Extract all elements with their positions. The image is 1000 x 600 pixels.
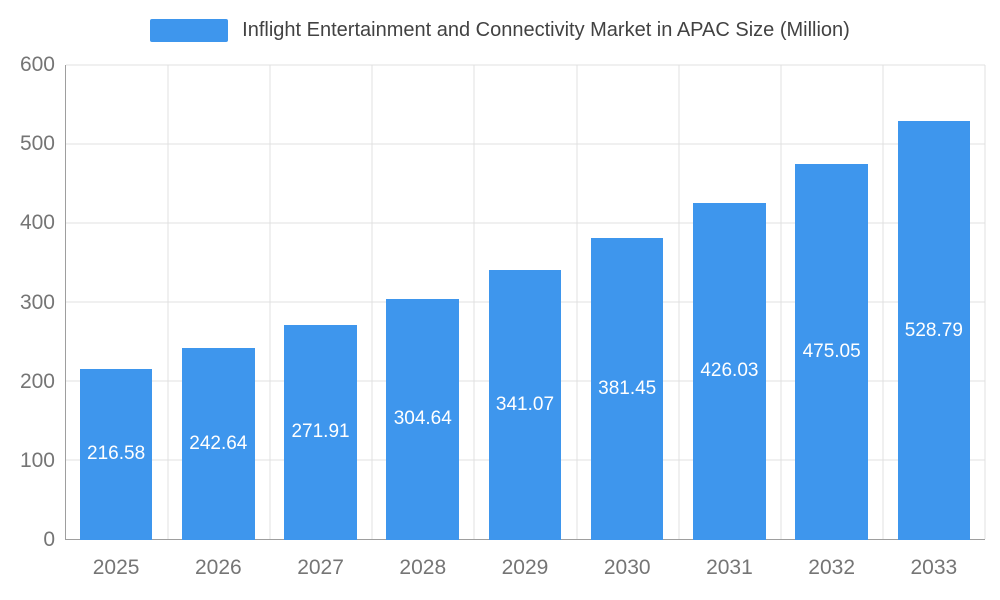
v-gridline <box>473 65 475 539</box>
bar-slot: 528.79 <box>883 65 985 540</box>
v-gridline <box>984 65 986 539</box>
legend: Inflight Entertainment and Connectivity … <box>0 0 1000 52</box>
y-tick-label: 200 <box>19 369 55 393</box>
y-tick-label: 400 <box>19 211 55 235</box>
y-tick-label: 600 <box>19 53 55 76</box>
v-gridline <box>167 65 169 539</box>
y-tick-label: 0 <box>43 528 55 551</box>
bar-slot: 426.03 <box>678 65 780 540</box>
bar-2033: 528.79 <box>897 121 971 540</box>
legend-swatch <box>150 18 229 42</box>
y-tick-label: 500 <box>19 132 55 156</box>
bar-2028: 304.64 <box>386 298 460 540</box>
bar-2032: 475.05 <box>795 163 868 540</box>
bars: 216.58 242.64 271.91 304.64 341.07 381.45 426.… <box>65 65 985 540</box>
bar-slot: 216.58 <box>65 65 167 540</box>
v-gridline <box>678 65 680 539</box>
x-tick-label: 2030 <box>603 556 651 579</box>
x-tick-label: 2028 <box>399 556 447 579</box>
h-gridline <box>66 64 985 66</box>
bar-value-label: 528.79 <box>904 319 963 341</box>
x-tick-label: 2033 <box>910 556 958 579</box>
x-tick-label: 2027 <box>297 556 344 579</box>
bar-value-label: 426.03 <box>700 360 759 382</box>
bar-value-label: 242.64 <box>189 432 248 454</box>
v-gridline <box>371 65 373 539</box>
v-gridline <box>576 65 578 539</box>
y-axis: 0 100 200 300 400 500 600 <box>0 53 55 551</box>
bar-2030: 381.45 <box>590 238 664 540</box>
bar-slot: 242.64 <box>167 65 269 540</box>
bar-value-label: 216.58 <box>87 443 146 465</box>
y-tick-label: 300 <box>19 290 55 314</box>
bar-2025: 216.58 <box>79 368 153 540</box>
bar-value-label: 475.05 <box>802 340 861 362</box>
v-gridline <box>269 65 271 539</box>
bar-slot: 381.45 <box>576 65 678 540</box>
bar-value-label: 341.07 <box>495 394 555 415</box>
bar-value-label: 304.64 <box>393 408 452 430</box>
h-gridline <box>66 222 985 224</box>
x-tick-label: 2026 <box>194 556 242 579</box>
x-axis: 2025 2026 2027 2028 2029 2030 2031 2032 2033 <box>65 548 985 580</box>
x-tick-label: 2025 <box>92 556 140 579</box>
bar-slot: 271.91 <box>269 65 371 540</box>
v-gridline <box>780 65 782 539</box>
y-tick-label: 100 <box>19 448 55 472</box>
bar-2029: 341.07 <box>488 270 562 540</box>
bar-2031: 426.03 <box>693 202 766 540</box>
x-tick-label: 2029 <box>501 556 549 579</box>
x-tick-label: 2031 <box>706 556 753 579</box>
chart-title: Inflight Entertainment and Connectivity … <box>242 18 850 41</box>
v-gridline <box>882 65 884 539</box>
bar-slot: 341.07 <box>474 65 576 540</box>
bar-slot: 475.05 <box>781 65 883 540</box>
bar-2026: 242.64 <box>182 347 255 540</box>
bar-value-label: 381.45 <box>598 378 657 400</box>
bar-value-label: 271.91 <box>291 421 350 443</box>
h-gridline <box>66 143 985 145</box>
x-tick-label: 2032 <box>808 556 855 579</box>
bar-2027: 271.91 <box>284 324 357 540</box>
bar-slot: 304.64 <box>372 65 474 540</box>
